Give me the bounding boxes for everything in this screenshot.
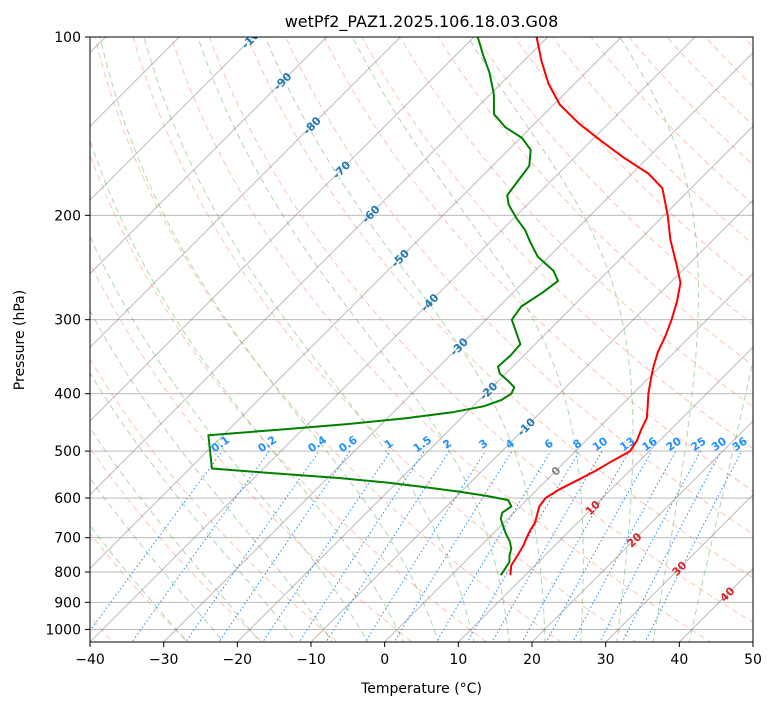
mixing-ratio-line (466, 450, 580, 642)
isotherm-gridline (163, 52, 753, 642)
dry-adiabat (246, 37, 753, 579)
isotherm-gridline (90, 37, 254, 201)
dewpoint-profile (207, 37, 559, 576)
mixing-ratio-line (218, 450, 351, 642)
isotherm-gridline (605, 494, 753, 642)
dry-adiabat (90, 262, 413, 642)
x-tick-label: −40 (75, 652, 105, 668)
x-tick-label: 30 (597, 652, 615, 668)
x-tick-label: 10 (449, 652, 467, 668)
moist-adiabat (467, 37, 634, 642)
isotherm-gridline (531, 420, 753, 642)
isotherm-gridline (457, 346, 753, 642)
x-tick-label: 0 (380, 652, 389, 668)
x-tick-label: −10 (296, 652, 326, 668)
y-tick-label: 600 (54, 491, 81, 507)
mixing-ratio-line (572, 450, 677, 642)
moist-adiabat (90, 235, 369, 642)
dry-adiabat (361, 37, 753, 450)
moist-adiabat (90, 427, 261, 642)
x-tick-label: 50 (744, 652, 762, 668)
mixing-ratio-line (491, 450, 603, 642)
dry-adiabat (90, 532, 189, 642)
isotherm-gridline (90, 37, 475, 422)
isotherm-gridline (90, 37, 622, 569)
plot-frame (89, 36, 754, 643)
moist-adiabat (264, 37, 546, 642)
moist-adiabat (197, 37, 510, 642)
mixing-ratio-line (435, 450, 552, 642)
dry-adiabat (513, 37, 753, 285)
mixing-ratio-line (364, 450, 486, 642)
moist-adiabat (90, 477, 225, 642)
moist-adiabat (143, 37, 475, 642)
moist-adiabat (688, 357, 753, 642)
mixing-ratio-line (262, 450, 392, 642)
dry-adiabat (90, 447, 264, 642)
y-tick-label: 1000 (45, 622, 81, 638)
plot-area: 0.1 0.2 0.4 0.6 1 1.5 2 3 4 6 8 10 13 16 20 25 30 36-100-… (90, 37, 753, 642)
x-tick-label: 40 (670, 652, 688, 668)
moist-adiabat (99, 37, 440, 642)
y-tick-label: 800 (54, 565, 81, 581)
y-tick-label: 300 (54, 313, 81, 329)
moist-adiabat (90, 309, 333, 642)
isotherm-gridline (90, 37, 180, 127)
mixing-ratio-line (131, 450, 270, 642)
y-axis-title: Pressure (hPa) (12, 290, 28, 390)
dry-adiabat (323, 37, 753, 492)
mixing-ratio-line (545, 450, 653, 642)
isotherm-gridline (90, 37, 328, 275)
x-tick-label: −30 (149, 652, 179, 668)
isotherm-gridline (310, 199, 753, 642)
isotherm-gridline (236, 125, 753, 642)
dry-adiabat (475, 37, 753, 326)
dry-adiabat (94, 37, 563, 642)
y-tick-label: 400 (54, 387, 81, 403)
moist-adiabat (90, 138, 404, 642)
isotherm-gridline (90, 37, 401, 348)
moist-adiabat (619, 37, 699, 642)
mixing-ratio-line (393, 450, 513, 642)
mixing-ratio-line (298, 450, 425, 642)
dry-adiabat (132, 37, 637, 642)
isotherm-gridline (384, 273, 753, 642)
temperature-profile (509, 37, 682, 576)
moist-adiabat (90, 371, 297, 642)
dry-adiabat (208, 37, 753, 623)
x-tick-label: −20 (223, 652, 253, 668)
y-tick-label: 700 (54, 531, 81, 547)
chart-title: wetPf2_PAZ1.2025.106.18.03.G08 (285, 12, 559, 32)
y-tick-label: 100 (54, 30, 81, 46)
dry-adiabat (170, 37, 712, 642)
dry-adiabat (90, 153, 488, 642)
isotherm-gridline (90, 37, 696, 642)
y-tick-label: 900 (54, 595, 81, 611)
moist-adiabat (352, 37, 584, 642)
y-tick-label: 500 (54, 444, 81, 460)
x-axis-title: Temperature (°C) (360, 681, 482, 697)
axis-ticks: −40 −30 −20 −10 0 10 20 30 40 50 100 200 300 400 500 60… (45, 30, 762, 668)
y-tick-label: 200 (54, 208, 81, 224)
dry-adiabat (90, 357, 338, 642)
mixing-ratio-line (599, 450, 701, 642)
x-tick-label: 20 (523, 652, 541, 668)
mixing-ratio-line (325, 450, 450, 642)
